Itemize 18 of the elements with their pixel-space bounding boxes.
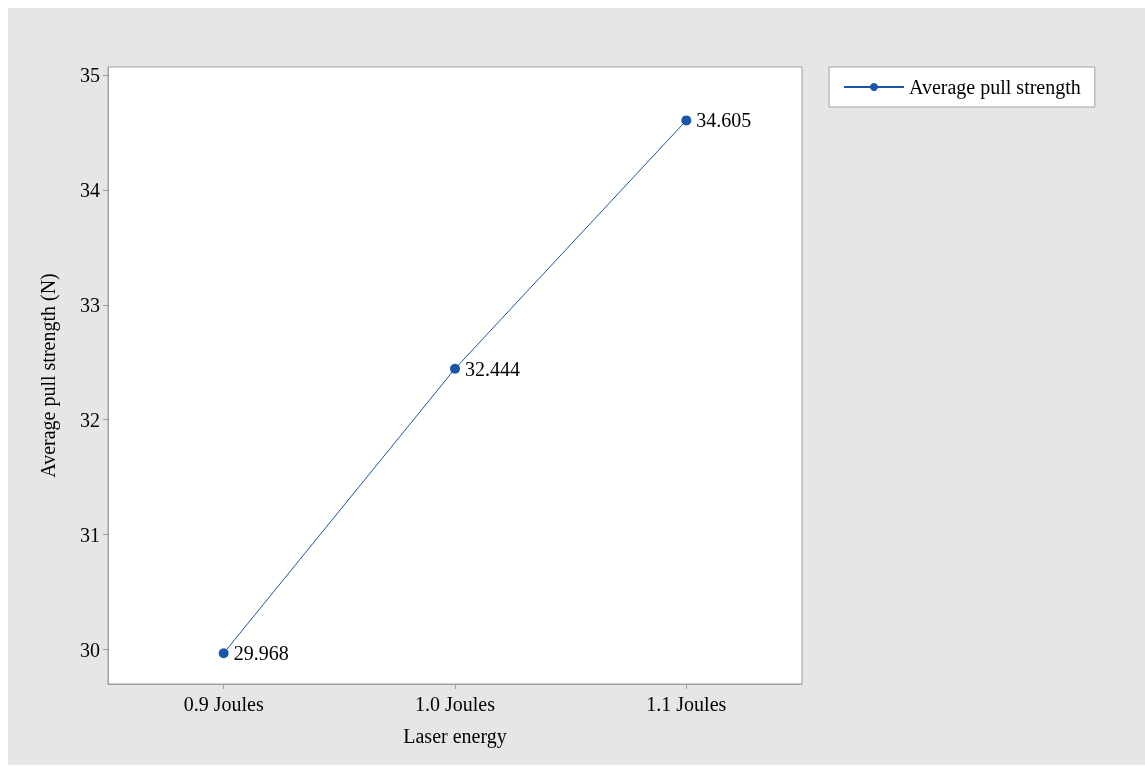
point [218,648,229,659]
y-tick-label: 35 [80,64,100,87]
y-tick-label: 32 [80,408,100,431]
point [681,115,692,126]
y-tick-label: 31 [80,523,100,546]
data-label: 34.605 [696,109,752,132]
x-tick-label: 0.9 Joules [183,693,264,715]
point [450,363,460,374]
data-label: 32.444 [465,357,520,380]
x-axis-title: Laser energy [403,725,507,748]
y-tick-label: 33 [80,293,100,316]
legend-label: Average pull strength [909,76,1081,99]
x-tick-label: 1.0 Joules [415,693,496,715]
data-label: 29.968 [233,642,289,665]
y-tick-label: 34 [80,178,100,201]
y-tick-label: 30 [80,638,100,661]
y-axis-title: Average pull strength (N) [37,273,60,478]
x-tick-label: 1.1 Joules [646,693,727,715]
